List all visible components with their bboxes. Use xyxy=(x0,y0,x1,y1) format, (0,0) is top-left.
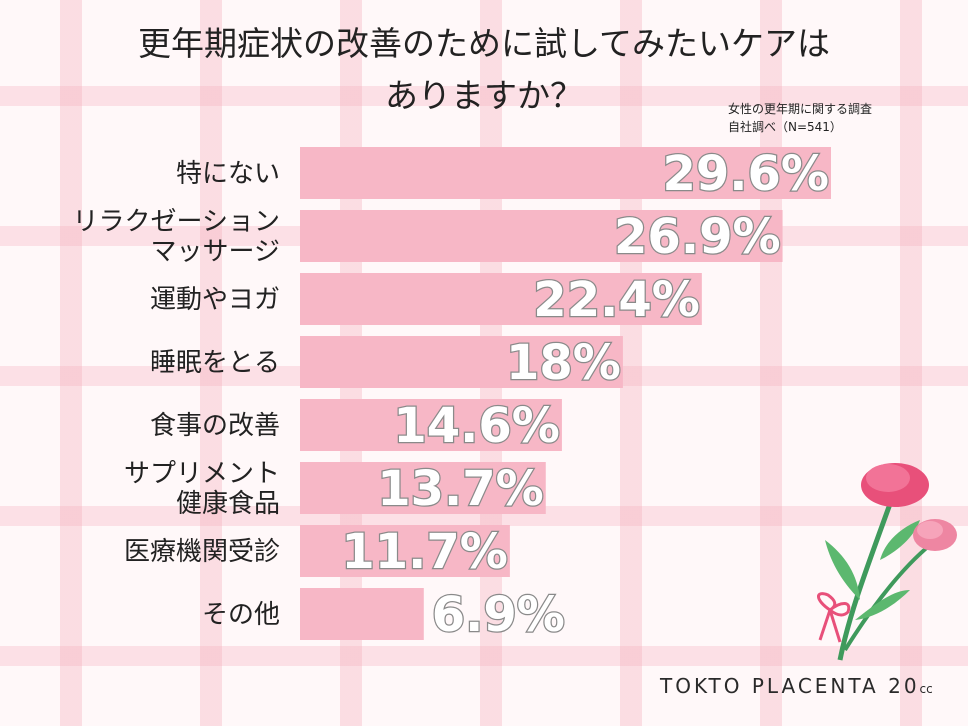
brand-logo-suffix: cc xyxy=(919,682,933,696)
bar-5 xyxy=(300,462,546,514)
category-label-7-0: その他 xyxy=(202,600,280,630)
chart-title: 更年期症状の改善のために試してみたいケアは ありますか？ xyxy=(0,18,968,122)
value-label-6: 11.7% xyxy=(341,524,508,580)
chart-title-line2: ありますか？ xyxy=(385,76,583,115)
category-label-3-0: 睡眠をとる xyxy=(150,348,280,378)
value-label-1: 26.9% xyxy=(614,209,781,265)
brand-logo-text: TOKTO PLACENTA 20 xyxy=(660,674,920,698)
category-label-0-0: 特にない xyxy=(176,159,280,189)
category-label-1-0: リラクゼーション xyxy=(73,207,280,237)
value-label-3: 18% xyxy=(506,335,621,391)
category-label-6-0: 医療機関受診 xyxy=(124,537,280,567)
value-label-0: 29.6% xyxy=(662,146,829,202)
survey-source: 女性の更年期に関する調査 自社調べ（N=541） xyxy=(728,100,872,136)
value-label-2: 22.4% xyxy=(533,272,700,328)
chart-title-line1: 更年期症状の改善のために試してみたいケアは xyxy=(137,24,830,63)
category-label-4-0: 食事の改善 xyxy=(150,411,280,441)
value-label-4: 14.6% xyxy=(393,398,560,454)
bar-7 xyxy=(300,588,424,640)
bar-0 xyxy=(300,147,831,199)
bar-4 xyxy=(300,399,562,451)
bar-2 xyxy=(300,273,702,325)
bar-3 xyxy=(300,336,623,388)
value-label-5: 13.7% xyxy=(377,461,544,517)
brand-logo: TOKTO PLACENTA 20cc xyxy=(660,674,933,698)
category-label-2-0: 運動やヨガ xyxy=(150,285,280,315)
survey-source-line1: 女性の更年期に関する調査 xyxy=(728,102,873,116)
bar-1 xyxy=(300,210,783,262)
category-label-5-0: サプリメント xyxy=(124,459,280,489)
carnation-illustration xyxy=(817,463,957,661)
bar-6 xyxy=(300,525,510,577)
category-label-5-1: 健康食品 xyxy=(176,489,280,519)
category-label-1-1: マッサージ xyxy=(151,237,280,267)
survey-source-line2: 自社調べ（N=541） xyxy=(728,120,842,134)
value-label-7: 6.9% xyxy=(432,587,565,643)
